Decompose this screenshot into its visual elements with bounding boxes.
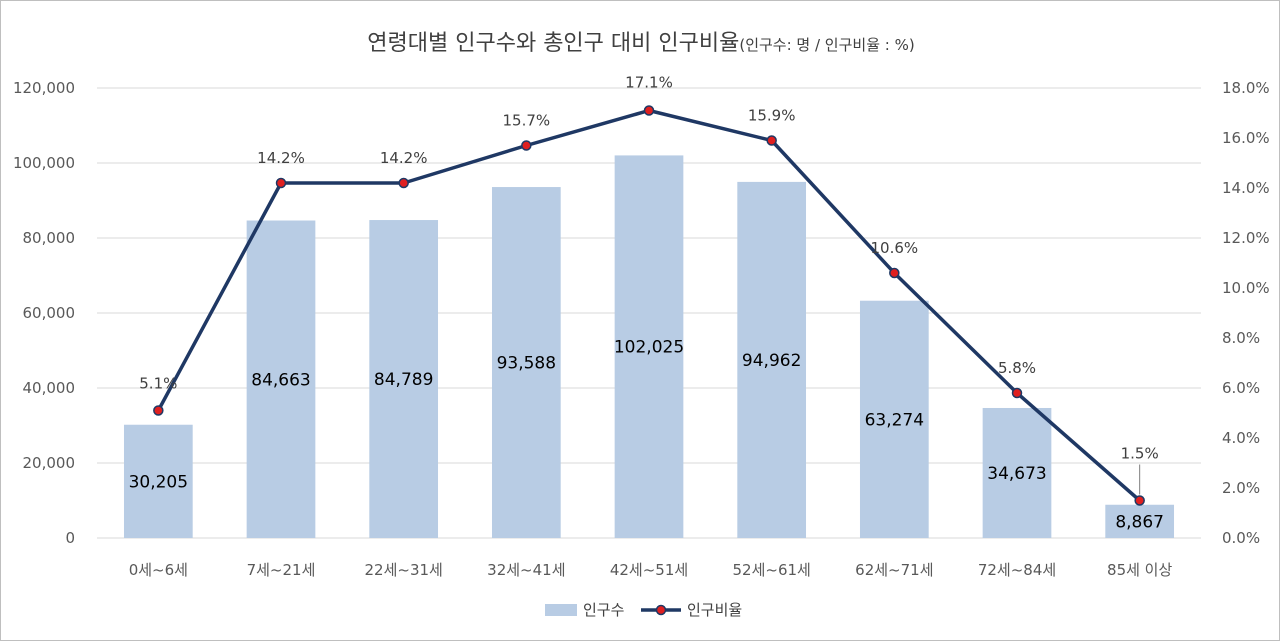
left-axis-tick-label: 100,000 <box>13 154 75 172</box>
legend: 인구수 인구비율 <box>545 601 742 619</box>
bar-value-label: 84,663 <box>251 370 310 390</box>
left-axis-tick-label: 20,000 <box>23 454 76 472</box>
legend-swatch-bar <box>545 604 577 616</box>
bar <box>737 181 807 538</box>
left-axis-tick-label: 120,000 <box>13 79 75 97</box>
chart-title-main: 연령대별 인구수와 총인구 대비 인구비율 <box>367 31 739 56</box>
bar-value-label: 63,274 <box>865 410 924 430</box>
bar-value-label: 30,205 <box>129 472 188 492</box>
x-axis-tick-label: 32세~41세 <box>487 561 565 579</box>
bar <box>1105 504 1175 538</box>
right-axis-tick-label: 4.0% <box>1222 429 1260 447</box>
right-axis-tick-label: 8.0% <box>1222 329 1260 347</box>
bar-value-label: 84,789 <box>374 370 433 390</box>
left-y-axis: 0 20,000 40,000 60,000 80,000 100,000 120,000 <box>13 79 75 547</box>
legend-label-ratio: 인구비율 <box>687 601 742 619</box>
line-point <box>1011 387 1023 399</box>
line-value-label: 10.6% <box>871 239 919 257</box>
x-axis-tick-label: 72세~84세 <box>978 561 1056 579</box>
bar-value-label: 8,867 <box>1115 512 1164 532</box>
x-axis-tick-label: 85세 이상 <box>1107 561 1172 579</box>
x-axis-tick-label: 7세~21세 <box>247 561 316 579</box>
x-axis-tick-label: 42세~51세 <box>610 561 688 579</box>
right-axis-tick-label: 14.0% <box>1222 179 1270 197</box>
right-axis-tick-label: 18.0% <box>1222 79 1270 97</box>
left-axis-tick-label: 80,000 <box>23 229 76 247</box>
line-point <box>521 140 532 151</box>
bar-value-label: 102,025 <box>614 338 684 358</box>
x-axis-tick-label: 52세~61세 <box>732 561 810 579</box>
chart-title-subtitle: (인구수: 명 / 인구비율 : %) <box>739 36 914 54</box>
bar-value-label: 94,962 <box>742 351 801 371</box>
bar-value-label: 93,588 <box>497 354 556 374</box>
legend-label-population: 인구수 <box>583 601 624 619</box>
x-axis-tick-label: 0세~6세 <box>129 561 188 579</box>
bar <box>859 300 929 538</box>
right-y-axis: 0.0% 2.0% 4.0% 6.0% 8.0% 10.0% 12.0% 14.0% 16.0%… <box>1222 79 1270 547</box>
bar <box>123 424 193 538</box>
line-value-label: 5.1% <box>139 375 177 393</box>
line-value-label: 17.1% <box>625 74 673 92</box>
line-point <box>153 405 164 416</box>
line-point <box>766 135 777 146</box>
right-axis-tick-label: 10.0% <box>1222 279 1270 297</box>
legend-swatch-marker <box>655 604 667 616</box>
line-point <box>275 177 287 189</box>
right-axis-tick-label: 6.0% <box>1222 379 1260 397</box>
right-axis-tick-label: 16.0% <box>1222 129 1270 147</box>
right-axis-tick-label: 0.0% <box>1222 529 1260 547</box>
x-axis-tick-label: 22세~31세 <box>364 561 442 579</box>
line-data-labels: 5.1% 14.2% 14.2% 15.7% 17.1% 15.9% 10.6% 5.8% 1.… <box>139 74 1159 495</box>
line-value-label: 15.9% <box>748 107 796 125</box>
left-axis-tick-label: 60,000 <box>23 304 76 322</box>
bar <box>982 407 1052 538</box>
line-point <box>889 267 900 279</box>
bar <box>246 220 316 539</box>
line-point <box>1134 495 1145 506</box>
x-axis: 0세~6세 7세~21세 22세~31세 32세~41세 42세~51세 52세~61세 6… <box>129 561 1173 579</box>
chart-title: 연령대별 인구수와 총인구 대비 인구비율(인구수: 명 / 인구비율 : %) <box>367 31 914 56</box>
bar-data-labels: 30,205 84,663 84,789 93,588 102,025 94,962 63,… <box>129 338 1164 533</box>
left-axis-tick-label: 0 <box>65 529 75 547</box>
right-axis-tick-label: 12.0% <box>1222 229 1270 247</box>
x-axis-tick-label: 62세~71세 <box>855 561 933 579</box>
bar-value-label: 34,673 <box>987 464 1046 484</box>
line-value-label: 14.2% <box>257 149 305 167</box>
right-axis-tick-label: 2.0% <box>1222 479 1260 497</box>
left-axis-tick-label: 40,000 <box>23 379 76 397</box>
line-series <box>153 105 1145 506</box>
bar <box>491 187 561 539</box>
line-value-label: 15.7% <box>503 112 551 130</box>
line-value-label: 1.5% <box>1121 445 1159 463</box>
bar <box>369 220 439 538</box>
bar <box>614 155 684 538</box>
line-value-label: 14.2% <box>380 149 428 167</box>
line-point <box>398 177 409 189</box>
bar-series <box>123 155 1175 539</box>
line-value-label: 5.8% <box>998 359 1036 377</box>
line-point <box>643 105 655 116</box>
